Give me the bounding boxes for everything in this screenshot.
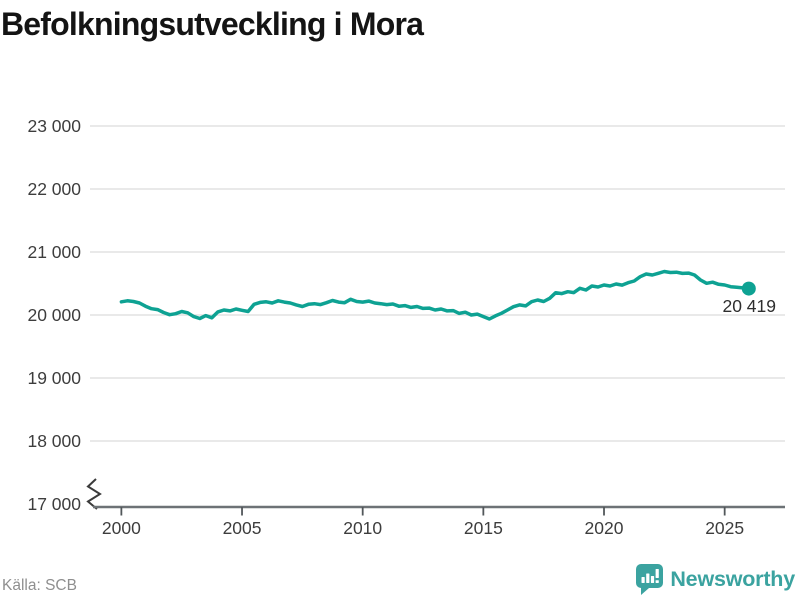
x-tick-label: 2025 — [705, 518, 745, 538]
newsworthy-icon — [636, 564, 664, 595]
x-tick-label: 2010 — [343, 518, 383, 538]
gridlines — [90, 125, 785, 442]
chart-title: Befolkningsutveckling i Mora — [1, 6, 424, 42]
x-tick-label: 2015 — [463, 518, 503, 538]
x-tick-label: 2005 — [222, 518, 262, 538]
y-tick-label: 23 000 — [27, 116, 81, 136]
brand-name: Newsworthy — [670, 567, 795, 591]
y-tick-label: 17 000 — [27, 494, 81, 514]
y-tick-label: 19 000 — [27, 368, 81, 388]
y-tick-label: 18 000 — [27, 431, 81, 451]
y-tick-label: 21 000 — [27, 242, 81, 262]
x-tick-label: 2020 — [584, 518, 624, 538]
population-series-line — [119, 269, 751, 321]
y-tick-label: 22 000 — [27, 179, 81, 199]
axis-break-icon — [86, 478, 102, 510]
x-tick-label: 2000 — [101, 518, 141, 538]
last-value-marker — [741, 281, 756, 296]
brand-logo[interactable]: Newsworthy — [636, 564, 795, 595]
x-axis-ticks — [120, 507, 726, 516]
last-value-label: 20 419 — [722, 296, 776, 316]
y-tick-label: 20 000 — [27, 305, 81, 325]
source-note: Källa: SCB — [2, 577, 77, 594]
